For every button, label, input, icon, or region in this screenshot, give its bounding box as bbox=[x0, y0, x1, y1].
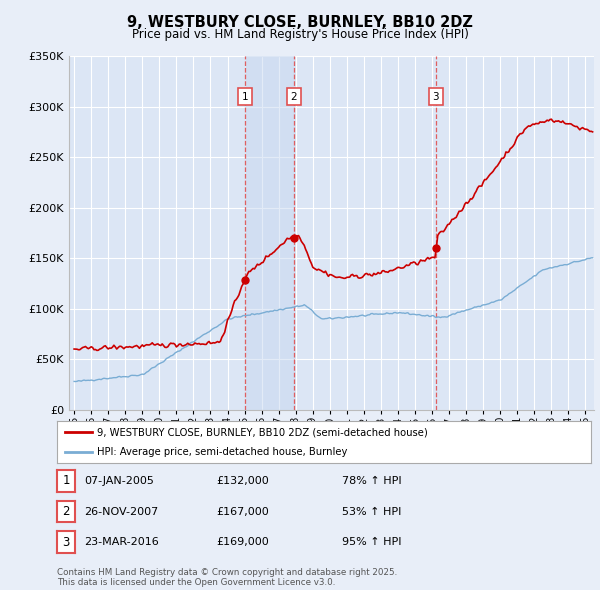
Text: £169,000: £169,000 bbox=[216, 537, 269, 547]
Text: £132,000: £132,000 bbox=[216, 476, 269, 486]
Text: 53% ↑ HPI: 53% ↑ HPI bbox=[342, 507, 401, 516]
Text: 07-JAN-2005: 07-JAN-2005 bbox=[84, 476, 154, 486]
Text: 9, WESTBURY CLOSE, BURNLEY, BB10 2DZ: 9, WESTBURY CLOSE, BURNLEY, BB10 2DZ bbox=[127, 15, 473, 30]
Text: 1: 1 bbox=[242, 91, 248, 101]
Text: HPI: Average price, semi-detached house, Burnley: HPI: Average price, semi-detached house,… bbox=[97, 447, 347, 457]
Text: £167,000: £167,000 bbox=[216, 507, 269, 516]
Text: 3: 3 bbox=[433, 91, 439, 101]
Text: Price paid vs. HM Land Registry's House Price Index (HPI): Price paid vs. HM Land Registry's House … bbox=[131, 28, 469, 41]
Text: 3: 3 bbox=[62, 536, 70, 549]
Text: 78% ↑ HPI: 78% ↑ HPI bbox=[342, 476, 401, 486]
Text: 1: 1 bbox=[62, 474, 70, 487]
Text: 2: 2 bbox=[290, 91, 298, 101]
Text: 23-MAR-2016: 23-MAR-2016 bbox=[84, 537, 159, 547]
Bar bbox=[245, 56, 294, 410]
Text: Contains HM Land Registry data © Crown copyright and database right 2025.
This d: Contains HM Land Registry data © Crown c… bbox=[57, 568, 397, 587]
Text: 2: 2 bbox=[62, 505, 70, 518]
Text: 9, WESTBURY CLOSE, BURNLEY, BB10 2DZ (semi-detached house): 9, WESTBURY CLOSE, BURNLEY, BB10 2DZ (se… bbox=[97, 427, 428, 437]
Text: 26-NOV-2007: 26-NOV-2007 bbox=[84, 507, 158, 516]
Text: 95% ↑ HPI: 95% ↑ HPI bbox=[342, 537, 401, 547]
